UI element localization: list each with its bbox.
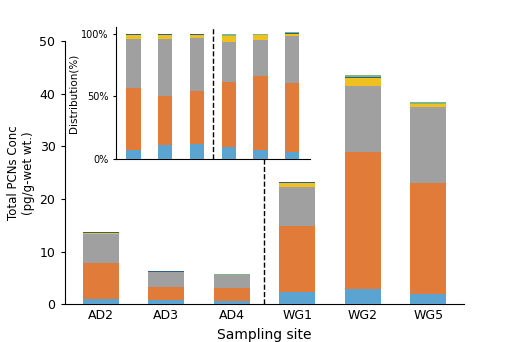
Bar bbox=[221, 34, 236, 36]
Bar bbox=[345, 78, 381, 86]
Y-axis label: Distribution(%): Distribution(%) bbox=[68, 54, 78, 133]
Bar bbox=[214, 288, 250, 301]
Bar bbox=[158, 39, 172, 96]
Bar bbox=[221, 147, 236, 159]
Bar bbox=[279, 182, 315, 183]
Bar bbox=[158, 35, 172, 39]
Bar bbox=[190, 35, 204, 38]
Bar bbox=[221, 36, 236, 42]
Bar bbox=[285, 153, 299, 159]
Bar bbox=[83, 233, 119, 234]
Bar bbox=[158, 34, 172, 35]
Bar bbox=[126, 150, 141, 159]
Bar bbox=[221, 82, 236, 147]
Bar bbox=[410, 102, 446, 104]
Bar bbox=[158, 96, 172, 145]
Bar bbox=[126, 88, 141, 150]
Bar bbox=[148, 272, 184, 287]
Bar bbox=[190, 144, 204, 159]
Bar bbox=[253, 40, 268, 76]
Bar bbox=[214, 275, 250, 288]
Bar bbox=[345, 152, 381, 289]
Bar bbox=[214, 301, 250, 304]
Bar bbox=[221, 42, 236, 82]
Bar bbox=[285, 36, 299, 83]
Bar bbox=[345, 75, 381, 77]
Bar bbox=[126, 35, 141, 39]
Bar bbox=[279, 187, 315, 226]
Bar bbox=[83, 299, 119, 304]
Bar bbox=[279, 183, 315, 187]
Bar bbox=[190, 38, 204, 91]
Bar bbox=[410, 294, 446, 304]
Bar bbox=[345, 77, 381, 78]
Bar bbox=[190, 34, 204, 35]
Bar bbox=[126, 34, 141, 35]
X-axis label: Sampling site: Sampling site bbox=[217, 328, 312, 342]
Bar bbox=[190, 91, 204, 144]
Y-axis label: Total PCNs Conc
(pg/g-wet wt.): Total PCNs Conc (pg/g-wet wt.) bbox=[7, 126, 35, 220]
Bar bbox=[126, 39, 141, 88]
Bar bbox=[345, 86, 381, 152]
Bar bbox=[148, 287, 184, 300]
Bar bbox=[410, 107, 446, 183]
Bar bbox=[285, 34, 299, 36]
Bar bbox=[83, 234, 119, 263]
Bar bbox=[410, 183, 446, 294]
Bar bbox=[345, 289, 381, 304]
Bar bbox=[253, 150, 268, 159]
Bar bbox=[83, 263, 119, 299]
Bar bbox=[253, 34, 268, 35]
Bar bbox=[285, 83, 299, 153]
Bar bbox=[83, 232, 119, 233]
Bar bbox=[285, 32, 299, 34]
Bar bbox=[148, 300, 184, 304]
Bar bbox=[253, 76, 268, 150]
Bar bbox=[410, 104, 446, 107]
Bar bbox=[253, 35, 268, 40]
Bar bbox=[279, 292, 315, 304]
Bar bbox=[279, 226, 315, 292]
Bar bbox=[158, 145, 172, 159]
